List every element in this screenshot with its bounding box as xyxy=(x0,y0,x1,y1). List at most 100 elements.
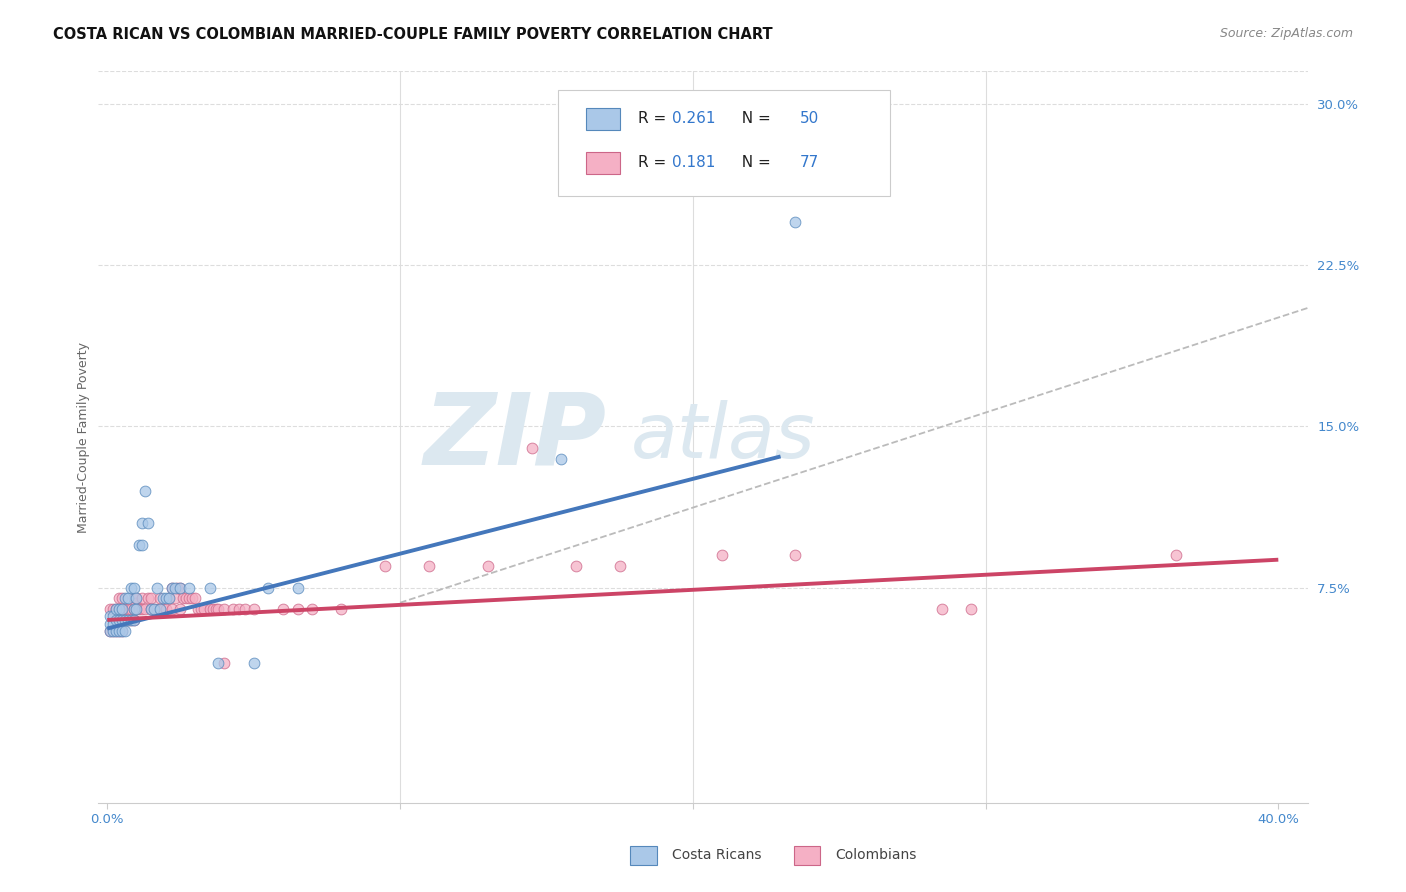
Point xyxy=(125,591,148,606)
Point xyxy=(163,581,186,595)
Point xyxy=(242,656,264,670)
Point xyxy=(101,617,124,632)
Point xyxy=(374,559,396,574)
Point xyxy=(117,602,139,616)
Point xyxy=(155,591,177,606)
Point xyxy=(120,613,142,627)
Point xyxy=(184,591,207,606)
Point xyxy=(114,602,136,616)
Point xyxy=(160,581,183,595)
Point xyxy=(114,613,136,627)
Bar xyxy=(793,847,820,864)
Point xyxy=(193,602,215,616)
Text: ZIP: ZIP xyxy=(423,389,606,485)
Point xyxy=(550,451,572,466)
Point xyxy=(104,602,127,616)
Point xyxy=(122,602,145,616)
Point xyxy=(136,516,159,530)
Point xyxy=(785,549,807,563)
Point xyxy=(169,581,191,595)
Point xyxy=(172,591,194,606)
Point xyxy=(111,602,134,616)
Point xyxy=(117,613,139,627)
Point xyxy=(301,602,323,616)
Point xyxy=(214,602,236,616)
Point xyxy=(134,483,156,498)
Point xyxy=(114,591,136,606)
Bar xyxy=(630,847,657,864)
Point xyxy=(198,581,221,595)
Point xyxy=(131,602,153,616)
Point xyxy=(179,591,201,606)
Point xyxy=(139,602,162,616)
Point xyxy=(160,581,183,595)
Point xyxy=(111,591,134,606)
Point xyxy=(201,602,224,616)
Point xyxy=(146,581,169,595)
Point xyxy=(101,602,124,616)
Point xyxy=(163,591,186,606)
Point xyxy=(139,591,162,606)
Text: Colombians: Colombians xyxy=(835,848,917,863)
Text: N =: N = xyxy=(733,155,776,170)
Point xyxy=(146,602,169,616)
Text: atlas: atlas xyxy=(630,401,815,474)
Point xyxy=(111,624,134,638)
Bar xyxy=(586,152,620,174)
Point xyxy=(207,602,229,616)
Point xyxy=(131,591,153,606)
Point xyxy=(564,559,586,574)
Text: 0.181: 0.181 xyxy=(672,155,714,170)
Point xyxy=(104,624,127,638)
Point xyxy=(174,591,197,606)
Point xyxy=(198,602,221,616)
Point xyxy=(98,624,121,638)
Text: R =: R = xyxy=(638,155,671,170)
Point xyxy=(111,613,134,627)
Point xyxy=(134,602,156,616)
Point xyxy=(152,602,174,616)
Text: Costa Ricans: Costa Ricans xyxy=(672,848,761,863)
Point xyxy=(287,602,309,616)
Point xyxy=(228,602,250,616)
Point xyxy=(169,581,191,595)
Point xyxy=(711,549,734,563)
Text: 50: 50 xyxy=(800,112,818,127)
Text: COSTA RICAN VS COLOMBIAN MARRIED-COUPLE FAMILY POVERTY CORRELATION CHART: COSTA RICAN VS COLOMBIAN MARRIED-COUPLE … xyxy=(53,27,773,42)
Text: 0.261: 0.261 xyxy=(672,112,716,127)
Point xyxy=(136,591,159,606)
Point xyxy=(125,596,148,610)
Point xyxy=(149,602,172,616)
Text: R =: R = xyxy=(638,112,671,127)
Point xyxy=(169,602,191,616)
Point xyxy=(108,624,131,638)
Point xyxy=(104,624,127,638)
Point xyxy=(108,591,131,606)
Point xyxy=(108,613,131,627)
Text: 77: 77 xyxy=(800,155,818,170)
Point xyxy=(117,591,139,606)
Text: N =: N = xyxy=(733,112,776,127)
Point xyxy=(114,613,136,627)
Point xyxy=(98,624,121,638)
Point xyxy=(271,602,294,616)
Point xyxy=(1164,549,1187,563)
Point xyxy=(477,559,499,574)
Point xyxy=(122,602,145,616)
Point xyxy=(609,559,631,574)
Point xyxy=(152,591,174,606)
FancyBboxPatch shape xyxy=(558,90,890,195)
Point xyxy=(960,602,983,616)
Point xyxy=(98,602,121,616)
Point xyxy=(143,602,166,616)
Point xyxy=(120,581,142,595)
Point xyxy=(179,581,201,595)
Point xyxy=(120,613,142,627)
Point xyxy=(785,215,807,229)
Point xyxy=(181,591,204,606)
Point xyxy=(233,602,256,616)
Point xyxy=(104,613,127,627)
Point xyxy=(120,602,142,616)
Point xyxy=(122,581,145,595)
Point xyxy=(122,591,145,606)
